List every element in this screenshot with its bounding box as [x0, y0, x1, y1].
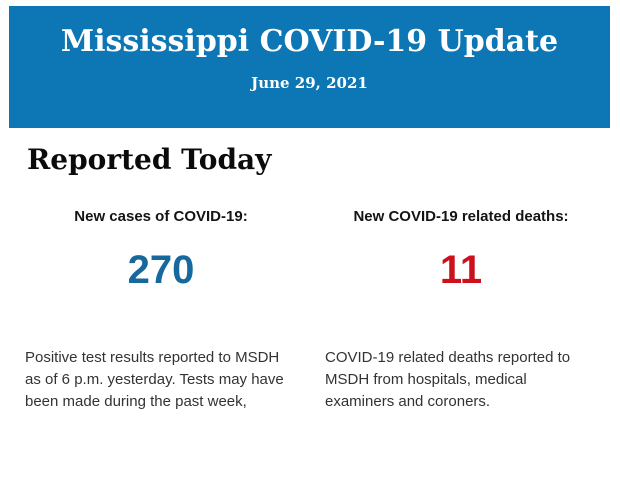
header-banner: Mississippi COVID-19 Update June 29, 202…	[9, 6, 610, 128]
page-date: June 29, 2021	[251, 74, 368, 92]
report-section: Reported Today New cases of COVID-19: 27…	[0, 128, 620, 413]
page-title: Mississippi COVID-19 Update	[60, 24, 559, 59]
stat-new-cases: New cases of COVID-19: 270 Positive test…	[25, 208, 297, 413]
stat-label: New COVID-19 related deaths:	[353, 208, 569, 225]
section-heading: Reported Today	[27, 143, 272, 176]
stat-value: 11	[439, 248, 483, 292]
stat-new-deaths: New COVID-19 related deaths: 11 COVID-19…	[325, 208, 597, 413]
stat-description: COVID-19 related deaths reported to MSDH…	[325, 349, 571, 410]
stat-description: Positive test results reported to MSDH a…	[25, 349, 284, 410]
stat-label: New cases of COVID-19:	[74, 208, 248, 225]
stat-value: 270	[127, 248, 195, 292]
stats-grid: New cases of COVID-19: 270 Positive test…	[25, 208, 620, 413]
